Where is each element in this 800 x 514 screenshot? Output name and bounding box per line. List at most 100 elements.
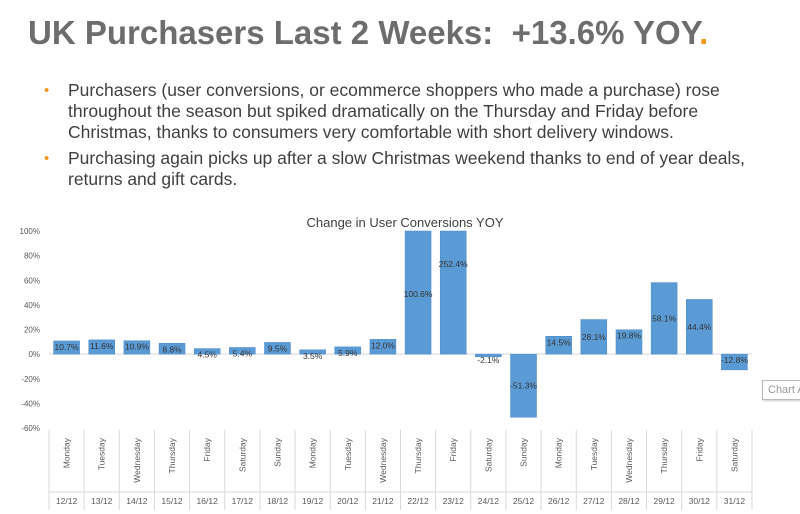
data-label: 100.6% — [404, 289, 433, 299]
x-category-label: Saturday — [729, 437, 739, 472]
x-date-label: 22/12 — [407, 496, 429, 506]
bar — [299, 349, 326, 355]
x-category-label: Thursday — [413, 437, 423, 473]
x-date-label: 29/12 — [653, 496, 675, 506]
x-date-label: 17/12 — [232, 496, 254, 506]
bar — [88, 339, 115, 355]
data-label: -2.1% — [477, 355, 500, 365]
bar — [334, 346, 362, 355]
x-date-label: 19/12 — [302, 496, 324, 506]
y-tick-label: 20% — [24, 326, 40, 335]
bullet-item: • Purchasing again picks up after a slow … — [44, 148, 784, 190]
bar — [650, 282, 678, 355]
data-label: 10.7% — [55, 342, 80, 352]
x-date-label: 18/12 — [267, 496, 289, 506]
data-label: 11.6% — [90, 341, 114, 351]
data-label: 19.8% — [617, 331, 642, 341]
bar — [510, 353, 537, 418]
bullet-list: • Purchasers (user conversions, or ecomme… — [44, 80, 784, 195]
bar — [404, 230, 432, 355]
x-date-label: 26/12 — [548, 496, 570, 506]
bar — [193, 348, 221, 355]
data-label: 252.4% — [439, 259, 468, 269]
bar — [721, 353, 748, 371]
x-date-label: 16/12 — [197, 496, 219, 506]
x-category-label: Tuesday — [589, 437, 599, 470]
x-date-label: 24/12 — [478, 496, 500, 506]
data-label: 9.5% — [268, 343, 288, 353]
x-category-label: Tuesday — [343, 437, 353, 470]
x-category-label: Sunday — [519, 437, 529, 467]
bar — [158, 343, 186, 355]
bullet-text: Purchasing again picks up after a slow C… — [68, 148, 746, 189]
x-category-label: Monday — [62, 437, 72, 468]
x-category-label: Wednesday — [378, 437, 388, 482]
x-category-label: Friday — [694, 437, 704, 461]
bullet-icon: • — [44, 150, 50, 167]
x-date-label: 27/12 — [583, 496, 605, 506]
x-date-label: 20/12 — [337, 496, 359, 506]
x-category-label: Wednesday — [624, 437, 634, 482]
y-tick-label: 100% — [20, 227, 40, 236]
bullet-item: • Purchasers (user conversions, or ecomme… — [44, 80, 784, 143]
y-tick-label: -60% — [21, 424, 40, 433]
bar — [264, 342, 291, 355]
data-label: 5.4% — [233, 348, 253, 358]
data-label: -51.3% — [510, 381, 537, 391]
x-category-label: Friday — [448, 437, 458, 461]
bar — [580, 319, 608, 355]
data-label: 10.9% — [125, 342, 150, 352]
x-category-label: Monday — [308, 437, 318, 468]
title-text: UK Purchasers Last 2 Weeks: +13.6% YOY — [28, 14, 700, 51]
x-category-label: Friday — [202, 437, 212, 461]
x-date-label: 23/12 — [443, 496, 465, 506]
y-tick-label: 60% — [24, 276, 40, 285]
bar — [53, 340, 80, 355]
x-category-label: Thursday — [167, 437, 177, 473]
x-category-label: Thursday — [659, 437, 669, 473]
y-tick-label: 40% — [24, 301, 40, 310]
bar — [229, 347, 256, 355]
data-label: -12.8% — [721, 355, 748, 365]
chart-title: Change in User Conversions YOY — [306, 215, 503, 230]
data-label: 14.5% — [547, 337, 572, 347]
bar — [439, 230, 467, 355]
x-date-label: 25/12 — [513, 496, 535, 506]
data-label: 4.5% — [197, 350, 217, 360]
x-category-label: Wednesday — [132, 437, 142, 482]
data-label: 28.1% — [582, 332, 607, 342]
x-date-label: 14/12 — [126, 496, 148, 506]
x-category-label: Sunday — [272, 437, 282, 467]
x-date-label: 28/12 — [618, 496, 640, 506]
data-label: 58.1% — [652, 313, 677, 323]
data-label: 44.4% — [687, 322, 712, 332]
x-category-label: Saturday — [237, 437, 247, 472]
x-date-label: 12/12 — [56, 496, 78, 506]
y-tick-label: -20% — [21, 375, 40, 384]
conversions-chart[interactable]: Change in User Conversions YOY 100% 80% 60… — [0, 205, 800, 514]
x-date-label: 21/12 — [372, 496, 394, 506]
bullet-icon: • — [44, 82, 50, 99]
x-date-label: 31/12 — [724, 496, 746, 506]
data-label: 8.8% — [162, 344, 182, 354]
y-tick-label: -40% — [21, 399, 40, 408]
chart-tooltip: Chart A — [762, 380, 800, 400]
x-date-label: 30/12 — [689, 496, 711, 506]
bar — [615, 329, 643, 355]
bar — [686, 299, 713, 355]
data-label: 12.0% — [371, 340, 396, 350]
x-category-label: Saturday — [483, 437, 493, 472]
slide-title: UK Purchasers Last 2 Weeks: +13.6% YOY. — [28, 14, 708, 52]
y-tick-label: 80% — [24, 252, 40, 261]
bar — [545, 336, 572, 355]
x-date-label: 15/12 — [161, 496, 183, 506]
bar — [123, 340, 151, 355]
bar — [475, 353, 502, 357]
bar — [369, 339, 397, 355]
data-label: 5.9% — [338, 348, 358, 358]
data-label: 3.5% — [303, 351, 323, 361]
y-tick-label: 0% — [28, 350, 40, 359]
x-date-label: 13/12 — [91, 496, 113, 506]
x-category-label: Tuesday — [97, 437, 107, 470]
bullet-text: Purchasers (user conversions, or ecommer… — [68, 80, 720, 142]
